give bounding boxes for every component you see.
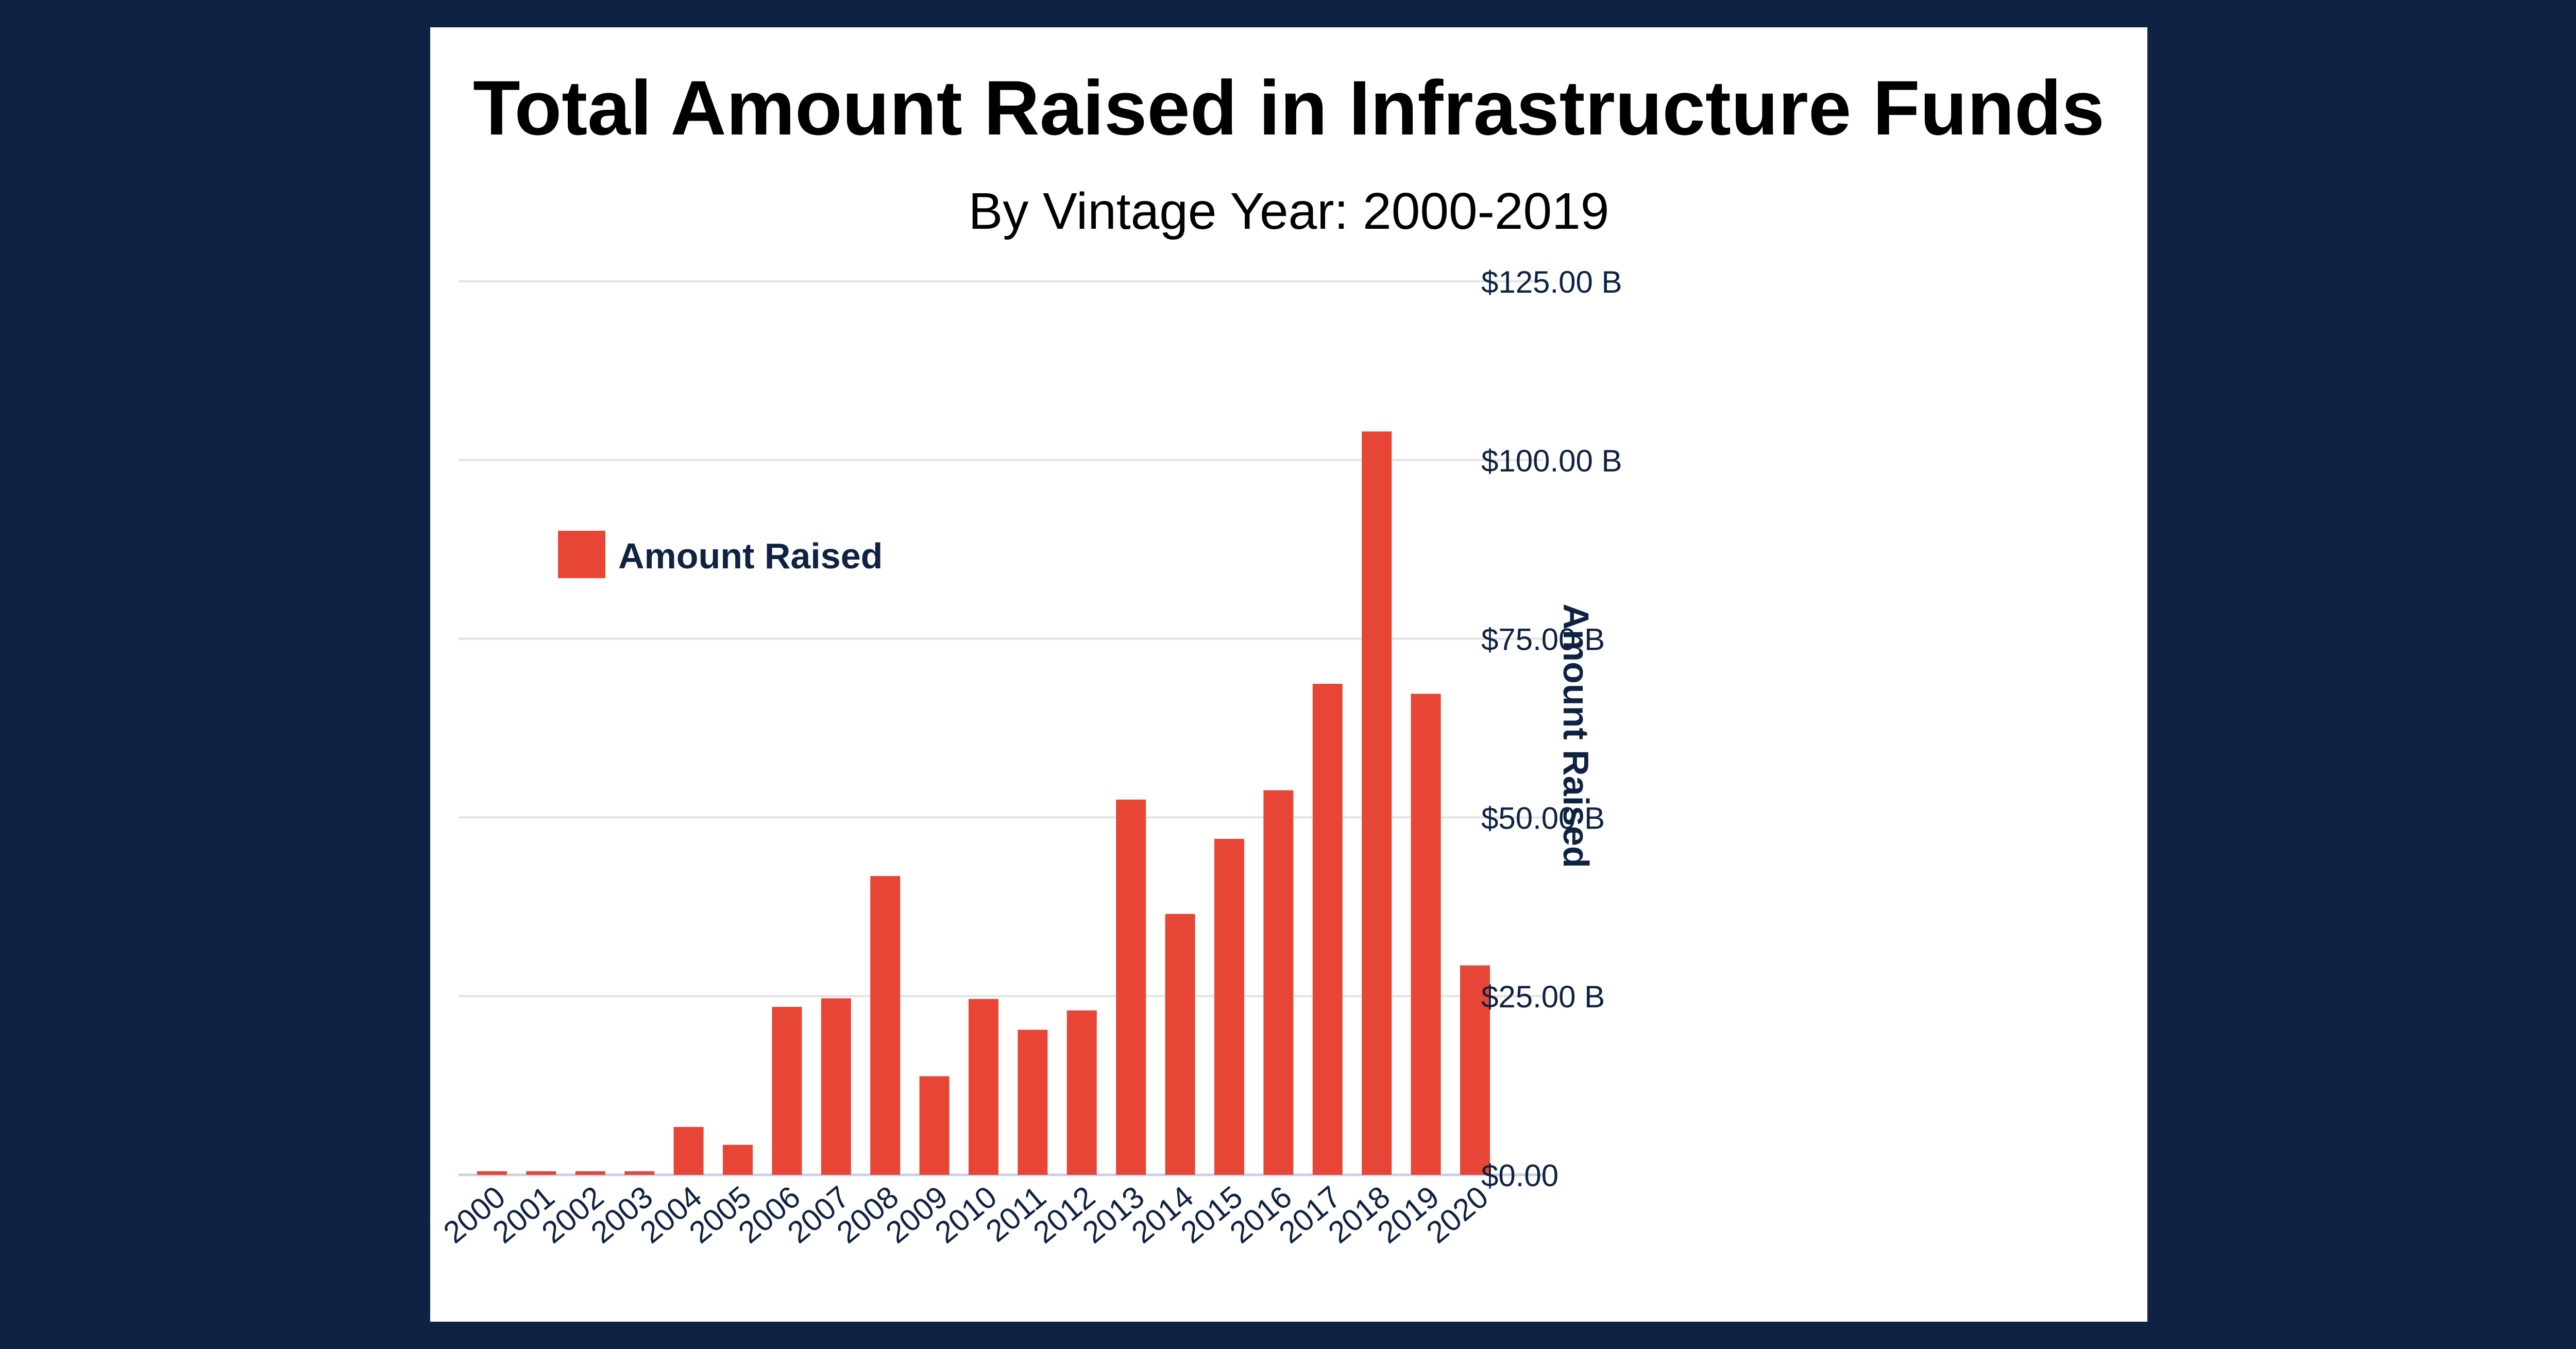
- bar: [477, 1171, 507, 1175]
- bar: [870, 876, 901, 1175]
- bar: [1411, 694, 1441, 1175]
- bar-chart: $0.00 $25.00 B $50.00 B $75.00 B $100.00 B $1…: [437, 265, 1622, 1250]
- bar: [1018, 1030, 1048, 1175]
- y-tick-label: $25.00 B: [1481, 980, 1605, 1014]
- bar: [1214, 839, 1244, 1175]
- legend: Amount Raised: [558, 531, 883, 578]
- bar: [1066, 1010, 1097, 1175]
- bar: [1460, 965, 1490, 1175]
- bars: [477, 431, 1490, 1175]
- bar: [624, 1171, 655, 1175]
- y-tick-label: $125.00 B: [1481, 265, 1622, 299]
- y-tick-label: $100.00 B: [1481, 444, 1622, 478]
- legend-swatch: [558, 531, 605, 578]
- y-tick-label: $50.00 B: [1481, 801, 1605, 835]
- y-tick-label: $0.00: [1481, 1158, 1558, 1193]
- chart-card: Total Amount Raised in Infrastructure Fu…: [430, 27, 2147, 1322]
- bar: [1312, 683, 1343, 1175]
- y-tick-labels: $0.00 $25.00 B $50.00 B $75.00 B $100.00 B $1…: [1481, 265, 1622, 1193]
- legend-label: Amount Raised: [618, 536, 883, 576]
- chart-title: Total Amount Raised in Infrastructure Fu…: [473, 64, 2105, 151]
- bar: [1165, 914, 1195, 1175]
- bar: [1362, 431, 1392, 1175]
- bar: [1263, 790, 1294, 1175]
- bar: [673, 1127, 704, 1175]
- y-tick-label: $75.00 B: [1481, 622, 1605, 657]
- bar: [969, 999, 998, 1175]
- bar: [723, 1144, 753, 1175]
- bar: [575, 1171, 605, 1175]
- bar: [821, 998, 851, 1175]
- bar: [1116, 799, 1146, 1175]
- bar: [772, 1007, 802, 1175]
- y-axis-title: Amount Raised: [1556, 603, 1596, 868]
- chart-subtitle: By Vintage Year: 2000-2019: [968, 182, 1609, 240]
- bar: [919, 1076, 950, 1175]
- x-tick-labels: 2000200120022003200420052006200720082009…: [437, 1179, 1495, 1250]
- bar: [526, 1171, 556, 1175]
